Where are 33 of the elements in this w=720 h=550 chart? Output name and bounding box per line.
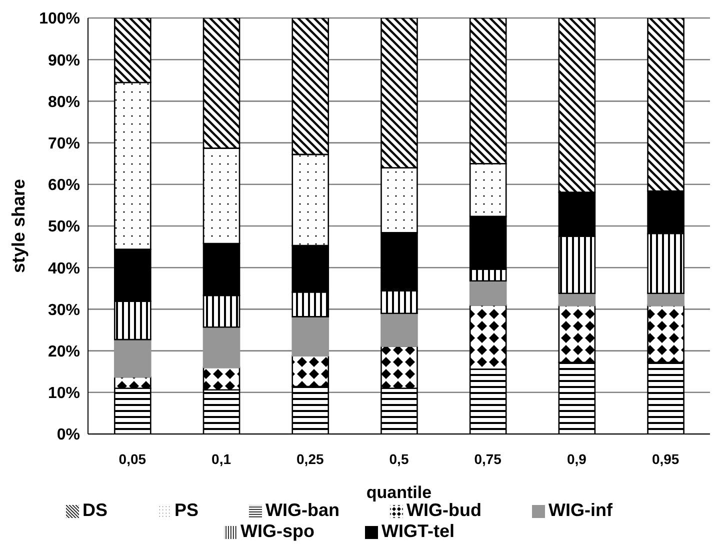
legend-label: WIG-inf (548, 500, 612, 520)
y-tick-label: 90% (48, 52, 80, 70)
y-tick-label: 20% (48, 343, 80, 360)
x-tick-label: 0,95 (652, 450, 680, 467)
legend-label: DS (82, 500, 108, 520)
x-tick-label: 0,1 (212, 450, 232, 467)
y-tick-label: 60% (48, 177, 80, 194)
y-axis-title: style share (8, 178, 28, 274)
y-tick-label: 100% (39, 10, 80, 28)
y-tick-label: 30% (48, 302, 80, 319)
legend-label: WIG-spo (240, 521, 314, 541)
y-tick-label: 10% (48, 385, 80, 402)
x-tick-label: 0,25 (296, 450, 324, 467)
legend-label: WIG-ban (266, 500, 340, 520)
bar (114, 338, 152, 378)
bar (469, 280, 507, 306)
bar (647, 292, 684, 306)
x-axis-title: quantile (366, 483, 432, 502)
y-tick-label: 50% (48, 218, 80, 236)
x-tick-label: 0,9 (566, 450, 587, 467)
legend-label: PS (174, 500, 199, 520)
x-tick-label: 0,05 (118, 450, 146, 467)
y-tick-label: 80% (48, 94, 80, 111)
y-tick-label: 70% (48, 135, 80, 152)
y-tick-label: 40% (48, 260, 80, 278)
bar (202, 326, 240, 368)
bar (380, 312, 418, 347)
bar (292, 316, 330, 356)
legend-label: WIGT-tel (382, 521, 454, 541)
legend-label: WIG-bud (406, 500, 482, 520)
x-tick-label: 0,75 (474, 450, 502, 467)
y-tick-label: 0% (56, 426, 80, 444)
x-tick-label: 0,5 (389, 450, 409, 467)
